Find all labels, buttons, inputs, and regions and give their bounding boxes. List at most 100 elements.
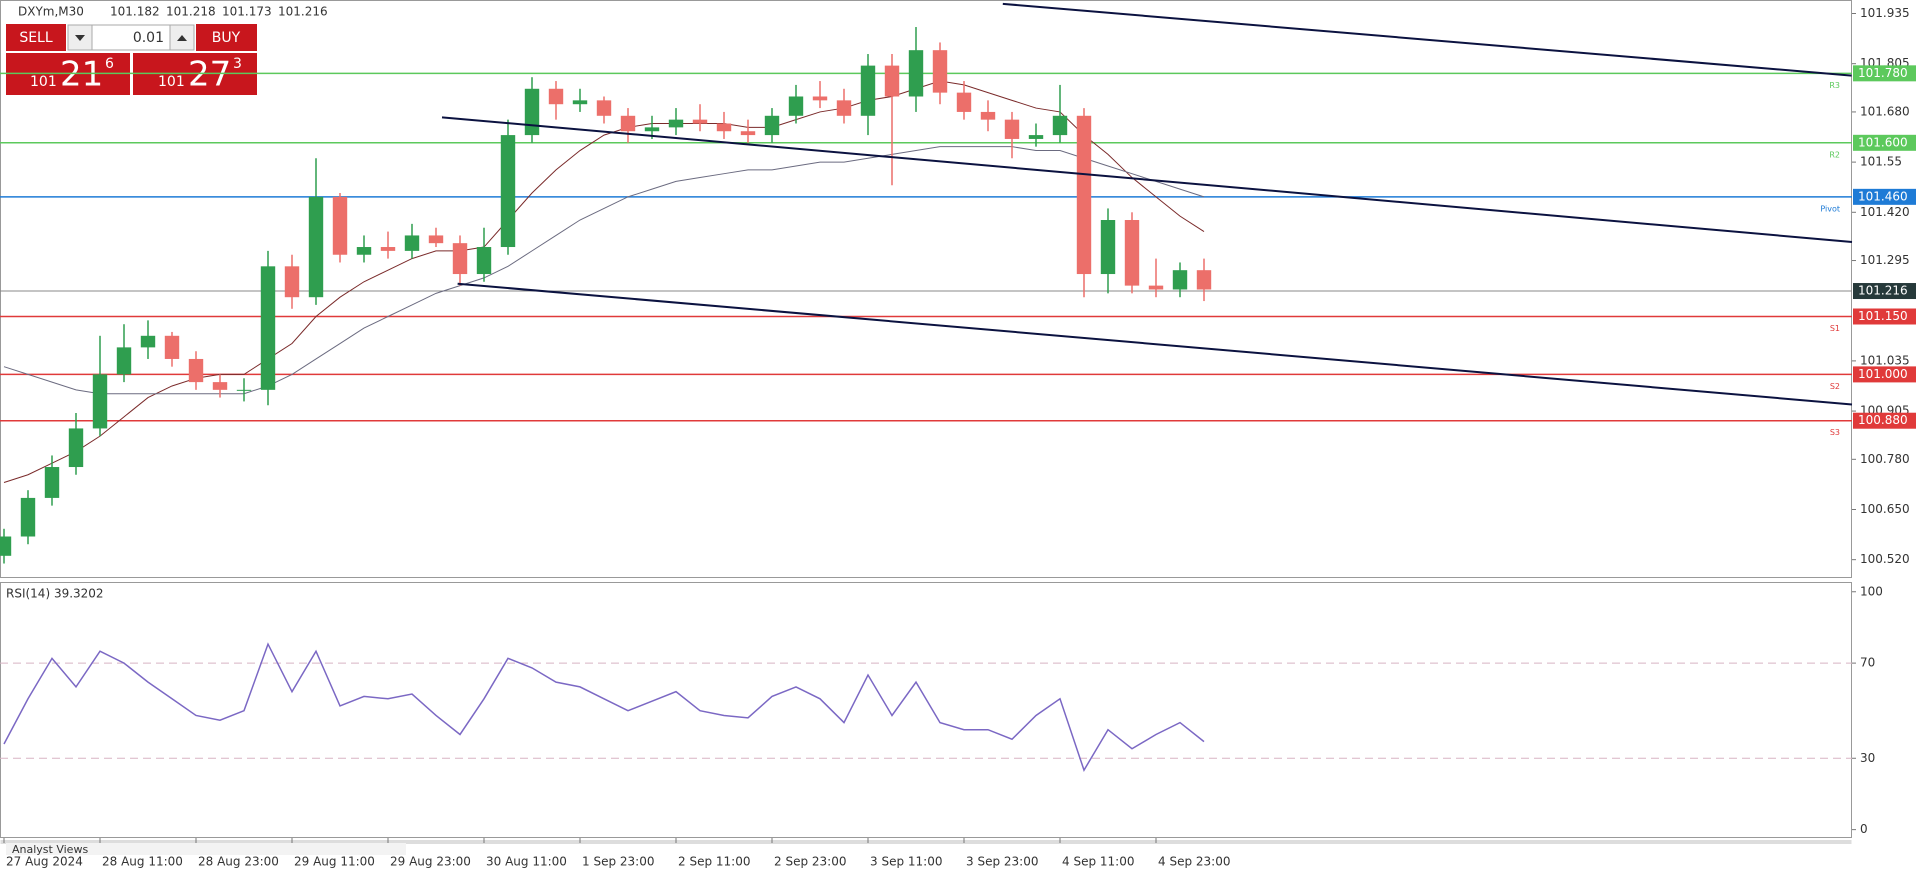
bid-main: 21 xyxy=(60,55,103,95)
y-tick-label: 101.935 xyxy=(1860,6,1910,20)
y-tick-label: 0 xyxy=(1860,822,1868,836)
quote-value: 101.216 xyxy=(278,5,328,19)
symbol: DXYm,M30 xyxy=(18,5,84,19)
candle-body xyxy=(860,65,876,116)
candle-body xyxy=(1076,115,1092,275)
candle-body xyxy=(716,123,732,132)
lot-input[interactable] xyxy=(91,24,171,51)
candle-body xyxy=(548,88,564,105)
price-tag xyxy=(1853,188,1916,205)
trendline xyxy=(457,282,1853,406)
candle-body xyxy=(692,119,708,124)
x-tick-label: 3 Sep 23:00 xyxy=(966,855,1038,869)
x-tick-label: 4 Sep 11:00 xyxy=(1062,855,1134,869)
candle-body xyxy=(932,50,948,93)
candle-body xyxy=(284,266,300,298)
y-tick-label: 101.55 xyxy=(1860,155,1902,169)
candle-body xyxy=(428,235,444,244)
candle-body xyxy=(812,96,828,101)
candle-body xyxy=(260,266,276,390)
trendline xyxy=(441,116,1853,244)
price-tag xyxy=(1853,134,1916,151)
candle-body xyxy=(1148,285,1164,290)
candle-body xyxy=(1100,220,1116,275)
y-tick-label: 100.650 xyxy=(1860,502,1910,516)
candle-body xyxy=(92,374,108,429)
y-tick-label: 101.680 xyxy=(1860,104,1910,118)
price-tag xyxy=(1853,283,1916,300)
bid-big: 101 xyxy=(30,74,57,90)
candle-body xyxy=(908,50,924,97)
x-tick-label: 27 Aug 2024 xyxy=(6,855,83,869)
bid-pip: 6 xyxy=(105,56,114,72)
price-tag xyxy=(1853,366,1916,383)
candle-body xyxy=(1004,119,1020,139)
candle-body xyxy=(1196,270,1212,290)
x-tick-label: 29 Aug 11:00 xyxy=(294,855,375,869)
candle-body xyxy=(308,196,324,298)
candle-body xyxy=(740,131,756,136)
candle-body xyxy=(116,347,132,375)
candle-body xyxy=(1172,270,1188,290)
buy-button[interactable] xyxy=(196,24,257,51)
trade-panel: SELL 0.01 BUY 101 21 6 101 27 3 xyxy=(6,24,257,95)
candle-body xyxy=(1124,220,1140,286)
level-name: R2 xyxy=(1829,150,1840,159)
x-tick-label: 4 Sep 23:00 xyxy=(1158,855,1230,869)
candle-body xyxy=(404,235,420,251)
y-tick-label: 30 xyxy=(1860,751,1875,765)
y-tick-label: 101.295 xyxy=(1860,253,1910,267)
x-tick-label: 28 Aug 23:00 xyxy=(198,855,279,869)
price-tag xyxy=(1853,308,1916,325)
ask-pip: 3 xyxy=(233,56,242,72)
candle-body xyxy=(332,196,348,255)
price-tag-label: 101.150 xyxy=(1858,309,1908,323)
candle-body xyxy=(884,65,900,97)
x-tick-label: 2 Sep 11:00 xyxy=(678,855,750,869)
trendline xyxy=(1002,2,1852,77)
y-tick-label: 100.520 xyxy=(1860,552,1910,566)
tab[interactable]: Analyst Views xyxy=(12,843,88,856)
candle-body xyxy=(0,536,12,556)
level-name: S3 xyxy=(1830,428,1840,437)
buy-label: BUY xyxy=(212,30,241,46)
price-tag xyxy=(1853,65,1916,82)
candle-body xyxy=(668,119,684,128)
y-tick-label: 100 xyxy=(1860,584,1883,598)
moving-average xyxy=(3,146,1205,395)
price-tag-label: 101.000 xyxy=(1858,367,1908,381)
level-name: R3 xyxy=(1829,81,1840,90)
x-tick-label: 28 Aug 11:00 xyxy=(102,855,183,869)
x-tick-label: 3 Sep 11:00 xyxy=(870,855,942,869)
x-tick-label: 1 Sep 23:00 xyxy=(582,855,654,869)
main-panel xyxy=(0,0,1852,578)
level-name: S2 xyxy=(1830,382,1840,391)
quote-value: 101.218 xyxy=(166,5,216,19)
sell-label: SELL xyxy=(19,30,53,46)
candle-body xyxy=(500,135,516,248)
price-tag-label: 100.880 xyxy=(1858,413,1908,427)
candle-body xyxy=(140,335,156,348)
y-tick-label: 101.420 xyxy=(1860,205,1910,219)
x-tick-label: 30 Aug 11:00 xyxy=(486,855,567,869)
candle-body xyxy=(44,467,60,498)
candle-body xyxy=(452,243,468,275)
sell-button[interactable] xyxy=(6,24,66,51)
candle-body xyxy=(164,335,180,359)
candle-body xyxy=(236,389,252,391)
arrow-icon xyxy=(75,35,85,41)
candle-body xyxy=(644,127,660,132)
level-name: Pivot xyxy=(1820,204,1840,213)
price-tag-label: 101.216 xyxy=(1858,284,1908,298)
x-tick-label: 29 Aug 23:00 xyxy=(390,855,471,869)
candle-body xyxy=(620,115,636,132)
candle-body xyxy=(476,247,492,275)
lot-value: 0.01 xyxy=(133,30,164,46)
price-tag-label: 101.780 xyxy=(1858,66,1908,80)
candle-body xyxy=(212,382,228,390)
price-tag-label: 101.600 xyxy=(1858,135,1908,149)
quote-value: 101.173 xyxy=(222,5,272,19)
candle-body xyxy=(980,111,996,120)
quote-value: 101.182 xyxy=(110,5,160,19)
